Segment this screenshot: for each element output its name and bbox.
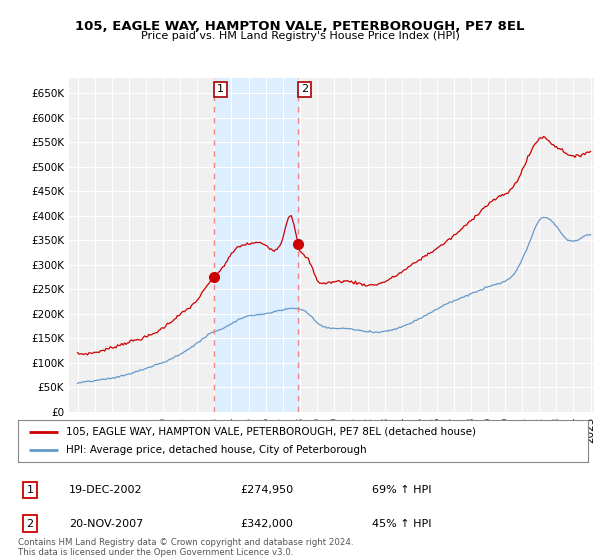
Text: 2: 2 xyxy=(301,85,308,94)
Text: 105, EAGLE WAY, HAMPTON VALE, PETERBOROUGH, PE7 8EL (detached house): 105, EAGLE WAY, HAMPTON VALE, PETERBOROU… xyxy=(67,427,476,437)
Bar xyxy=(214,78,298,412)
Text: 2: 2 xyxy=(26,519,34,529)
Text: 1: 1 xyxy=(26,485,34,495)
Text: Contains HM Land Registry data © Crown copyright and database right 2024.
This d: Contains HM Land Registry data © Crown c… xyxy=(18,538,353,557)
Text: Price paid vs. HM Land Registry's House Price Index (HPI): Price paid vs. HM Land Registry's House … xyxy=(140,31,460,41)
Text: 1: 1 xyxy=(217,85,224,94)
Text: HPI: Average price, detached house, City of Peterborough: HPI: Average price, detached house, City… xyxy=(67,445,367,455)
Text: 69% ↑ HPI: 69% ↑ HPI xyxy=(372,485,431,495)
Text: 19-DEC-2002: 19-DEC-2002 xyxy=(69,485,143,495)
Text: 20-NOV-2007: 20-NOV-2007 xyxy=(69,519,143,529)
Text: £274,950: £274,950 xyxy=(240,485,293,495)
Text: 105, EAGLE WAY, HAMPTON VALE, PETERBOROUGH, PE7 8EL: 105, EAGLE WAY, HAMPTON VALE, PETERBOROU… xyxy=(75,20,525,33)
Text: 45% ↑ HPI: 45% ↑ HPI xyxy=(372,519,431,529)
Text: £342,000: £342,000 xyxy=(240,519,293,529)
